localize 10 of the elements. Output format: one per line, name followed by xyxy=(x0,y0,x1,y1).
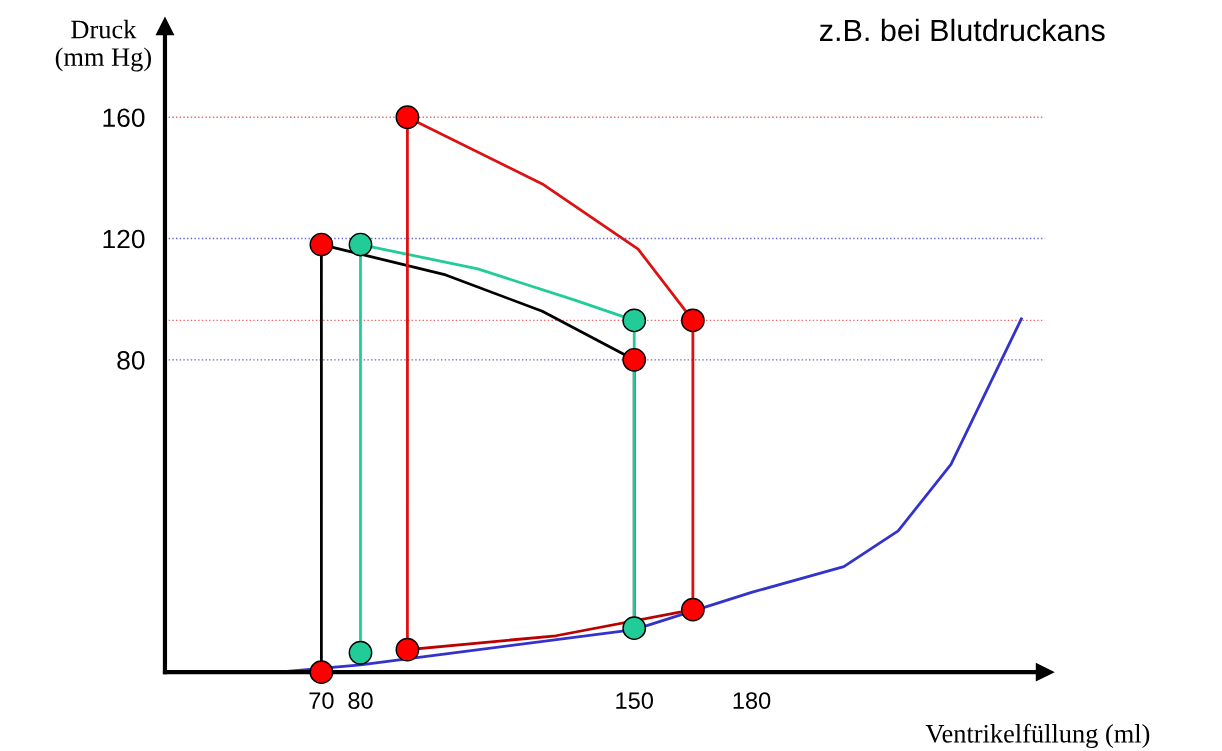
y-tick-label: 80 xyxy=(117,350,145,370)
y-tick-label: 160 xyxy=(103,108,145,128)
x-tick-label: 180 xyxy=(733,692,771,709)
chart-title: z.B. bei Blutdruckans xyxy=(819,18,1105,42)
y-tick-label: 120 xyxy=(103,229,145,249)
y-axis-title: Druck (mm Hg) xyxy=(55,19,151,72)
x-axis-title: Ventrikelfüllung (ml) xyxy=(925,723,1150,749)
x-tick-label: 70 xyxy=(309,692,334,709)
x-tick-label: 80 xyxy=(348,692,373,709)
x-tick-label: 150 xyxy=(616,692,653,709)
